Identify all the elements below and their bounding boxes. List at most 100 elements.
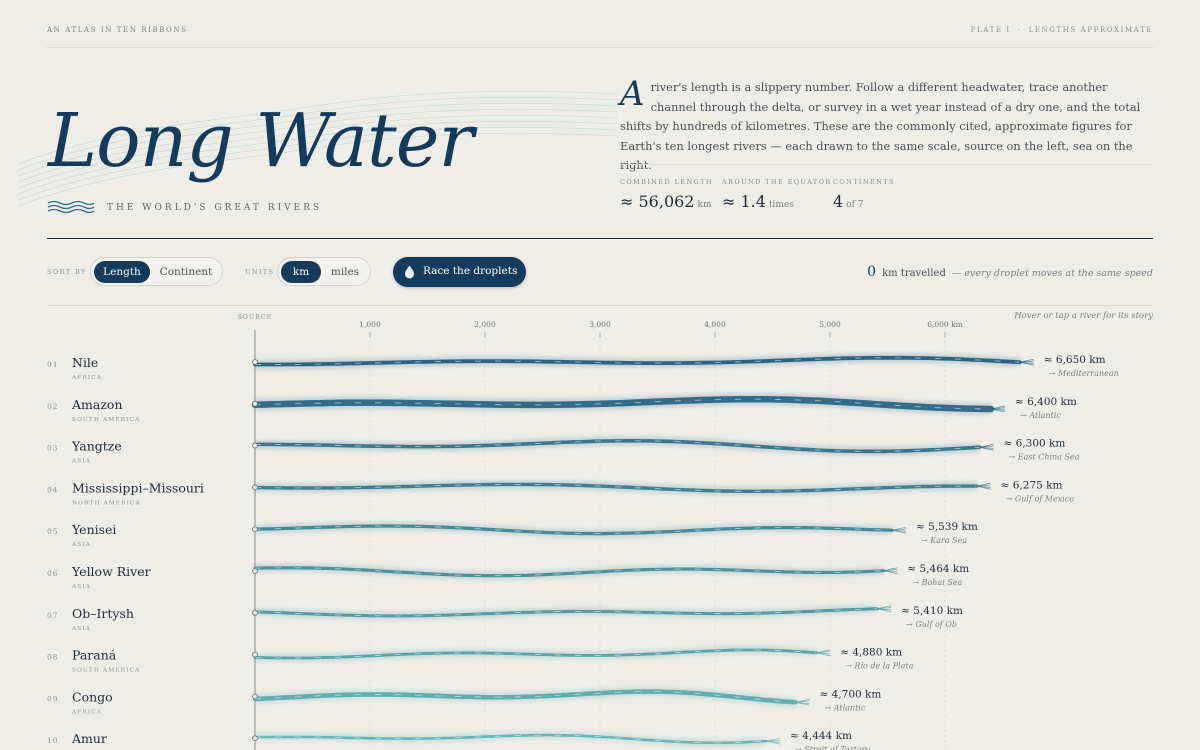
drop-cap: A bbox=[620, 74, 645, 114]
river-continent: NORTH AMERICA bbox=[72, 500, 141, 506]
river-ribbon bbox=[253, 524, 894, 536]
river-delta bbox=[990, 408, 1006, 413]
river-source-dot bbox=[252, 400, 258, 407]
axis-tick-label: 5,000 bbox=[819, 320, 841, 329]
race-button-label: Race the droplets bbox=[423, 265, 518, 277]
stat-unit: km bbox=[697, 200, 712, 210]
river-rank: 07 bbox=[47, 611, 59, 620]
river-delta bbox=[877, 607, 892, 610]
river-row-6[interactable]: 06 Yellow River ASIA ≈ 5,464 km → Bohai Sea bbox=[47, 563, 969, 590]
river-source-dot bbox=[252, 484, 258, 491]
river-row-10[interactable]: 10AmurASIA≈ 4,444 km→ Strait of Tartary bbox=[47, 730, 870, 750]
river-continent: AFRICA bbox=[71, 375, 102, 381]
river-mouth-label: → Mediterranean bbox=[1049, 369, 1119, 378]
travelled-note: — every droplet moves at the same speed bbox=[951, 268, 1153, 279]
river-delta bbox=[1019, 360, 1034, 363]
river-current bbox=[254, 483, 977, 492]
stat-around-equator: AROUND THE EQUATOR ≈ 1.4 times bbox=[722, 178, 832, 211]
waves-icon bbox=[47, 200, 95, 214]
plate-number: PLATE I bbox=[970, 26, 1011, 34]
river-name: Ob–Irtysh bbox=[72, 606, 134, 621]
river-source-dot bbox=[252, 609, 258, 616]
axis-tick-label: 3,000 bbox=[589, 320, 611, 329]
river-name: Nile bbox=[72, 355, 98, 370]
river-continent: ASIA bbox=[71, 459, 91, 465]
axis-tick-label: 4,000 bbox=[704, 320, 726, 329]
river-row-9[interactable]: 09 Congo AFRICA ≈ 4,700 km → Atlantic bbox=[47, 686, 882, 715]
stat-label: AROUND THE EQUATOR bbox=[722, 178, 832, 186]
river-name: Paraná bbox=[72, 648, 117, 663]
river-delta bbox=[816, 652, 831, 657]
stat-value: ≈ 56,062 bbox=[620, 192, 695, 211]
travelled-value: 0 bbox=[867, 264, 877, 280]
river-delta bbox=[816, 651, 831, 654]
atlas-caption: AN ATLAS IN TEN RIBBONS bbox=[47, 26, 188, 34]
river-length-label: ≈ 4,700 km bbox=[820, 688, 882, 700]
river-rank: 01 bbox=[47, 360, 59, 369]
river-mouth-label: → Gulf of Ob bbox=[906, 620, 957, 629]
river-length-label: ≈ 5,410 km bbox=[901, 605, 963, 617]
river-delta bbox=[795, 701, 810, 706]
axis-tick-label: 6,000 km bbox=[927, 320, 963, 329]
page-title: Long Water bbox=[48, 98, 474, 184]
main-divider bbox=[47, 238, 1153, 239]
top-bar: AN ATLAS IN TEN RIBBONS PLATE I · LENGTHS … bbox=[47, 22, 1153, 48]
units-miles-button[interactable]: miles bbox=[330, 266, 360, 278]
river-delta bbox=[1019, 361, 1034, 366]
river-length-label: ≈ 6,650 km bbox=[1044, 354, 1106, 366]
river-name: Amur bbox=[71, 731, 107, 746]
units-km-button[interactable]: km bbox=[281, 261, 321, 283]
river-source-dot bbox=[252, 693, 258, 700]
river-row-8[interactable]: 08 Paraná SOUTH AMERICA ≈ 4,880 km → Río de … bbox=[47, 646, 914, 674]
decorative-waves-icon bbox=[18, 90, 618, 207]
river-current bbox=[254, 734, 767, 744]
units-toggle: km miles bbox=[277, 257, 371, 286]
river-mouth-label: → Atlantic bbox=[825, 703, 866, 712]
hero-title-block: Long Water THE WORLD'S GREAT RIVERS bbox=[18, 90, 618, 230]
river-source-dot bbox=[252, 359, 258, 365]
river-continent: SOUTH AMERICA bbox=[72, 668, 140, 674]
river-continent: ASIA bbox=[71, 626, 91, 632]
stat-value: 4 bbox=[833, 192, 844, 211]
river-row-5[interactable]: 05 Yenisei ASIA ≈ 5,539 km → Kara Sea bbox=[47, 521, 978, 548]
sort-toggle: Length Continent bbox=[90, 257, 223, 286]
race-droplets-button[interactable]: Race the droplets bbox=[393, 257, 526, 287]
stat-label: CONTINENTS bbox=[833, 178, 895, 186]
travelled-unit: km travelled bbox=[882, 268, 946, 279]
river-row-7[interactable]: 07 Ob–Irtysh ASIA ≈ 5,410 km → Gulf of Ob bbox=[47, 605, 963, 632]
river-row-4[interactable]: 04 Mississippi–Missouri NORTH AMERICA ≈ 6,2… bbox=[47, 479, 1074, 506]
river-delta bbox=[979, 446, 994, 451]
units-label: UNITS bbox=[245, 268, 275, 276]
stat-value: ≈ 1.4 bbox=[722, 192, 766, 211]
droplet-icon bbox=[405, 265, 414, 279]
river-rank: 06 bbox=[47, 569, 59, 578]
river-length-label: ≈ 5,464 km bbox=[907, 563, 969, 575]
sort-continent-button[interactable]: Continent bbox=[159, 266, 213, 278]
river-current bbox=[255, 357, 1020, 365]
stat-unit: of 7 bbox=[846, 200, 864, 210]
axis-tick-label: 2,000 bbox=[474, 320, 496, 329]
river-row-1[interactable]: 01 Nile AFRICA ≈ 6,650 km → Mediterranean bbox=[47, 353, 1119, 381]
river-row-2[interactable]: 02 Amazon SOUTH AMERICA ≈ 6,400 km → Atlanti… bbox=[47, 393, 1077, 423]
river-name: Mississippi–Missouri bbox=[72, 480, 204, 495]
river-rank: 09 bbox=[47, 694, 59, 703]
plate-caption: PLATE I · LENGTHS APPROXIMATE bbox=[970, 26, 1153, 34]
river-source-dot bbox=[252, 442, 258, 449]
river-delta bbox=[765, 740, 781, 745]
stat-continents: CONTINENTS 4 of 7 bbox=[833, 178, 895, 211]
axis-tick-label: 1,000 bbox=[359, 320, 381, 329]
river-length-label: ≈ 5,539 km bbox=[916, 521, 978, 533]
river-ribbon bbox=[252, 689, 798, 705]
river-mouth-label: → Bohai Sea bbox=[912, 578, 962, 587]
river-mouth-label: → Río de la Plata bbox=[845, 662, 913, 671]
river-row-3[interactable]: 03 Yangtze ASIA ≈ 6,300 km → East China Sea bbox=[47, 436, 1080, 465]
river-current bbox=[255, 440, 980, 452]
sort-length-button[interactable]: Length bbox=[94, 261, 150, 283]
river-length-label: ≈ 4,444 km bbox=[790, 730, 852, 742]
river-mouth-label: → Atlantic bbox=[1020, 411, 1061, 420]
river-source-dot bbox=[252, 651, 258, 658]
river-name: Yellow River bbox=[71, 564, 151, 579]
river-name: Yangtze bbox=[71, 439, 122, 454]
river-length-label: ≈ 6,300 km bbox=[1004, 438, 1066, 450]
